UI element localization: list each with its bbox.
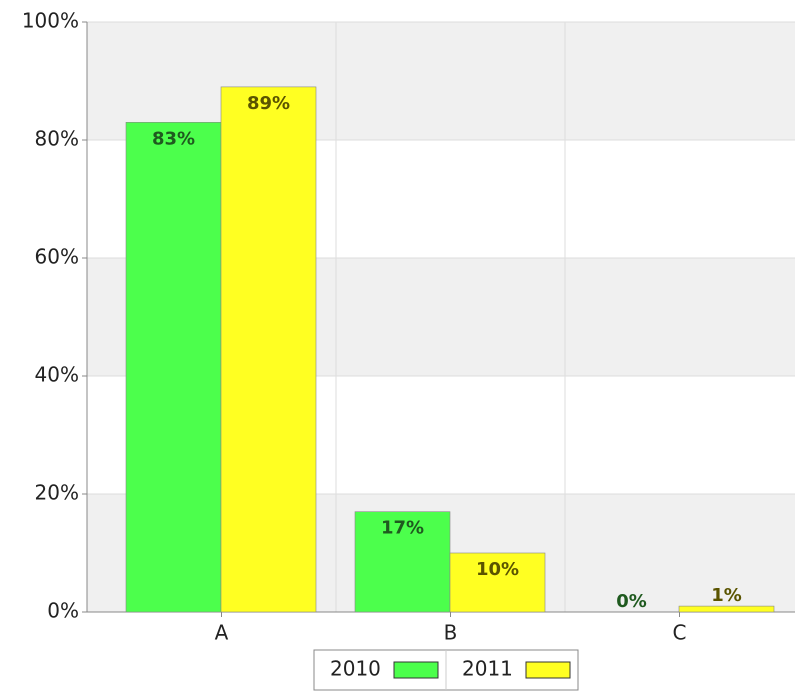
grid-band xyxy=(87,22,795,140)
bar xyxy=(678,605,775,613)
data-label: 17% xyxy=(381,518,424,539)
y-tick-label: 20% xyxy=(35,481,79,505)
legend-swatch xyxy=(393,661,439,679)
y-tick-label: 60% xyxy=(35,245,79,269)
data-label: 89% xyxy=(247,93,290,114)
y-tick-label: 100% xyxy=(22,9,79,33)
bar xyxy=(449,552,546,613)
legend-label: 2011 xyxy=(462,657,513,681)
legend-swatch xyxy=(525,661,571,679)
legend-label: 2010 xyxy=(330,657,381,681)
y-tick-label: 80% xyxy=(35,127,79,151)
y-tick-label: 0% xyxy=(47,599,79,623)
y-tick-label: 40% xyxy=(35,363,79,387)
bar xyxy=(125,122,222,613)
x-tick-label: B xyxy=(444,621,458,645)
x-tick-label: A xyxy=(215,621,229,645)
bar xyxy=(354,511,451,613)
bar xyxy=(220,86,317,613)
data-label: 10% xyxy=(476,559,519,580)
x-tick-label: C xyxy=(673,621,687,645)
data-label: 83% xyxy=(152,128,195,149)
data-label: 0% xyxy=(616,591,647,612)
data-label: 1% xyxy=(711,585,742,606)
